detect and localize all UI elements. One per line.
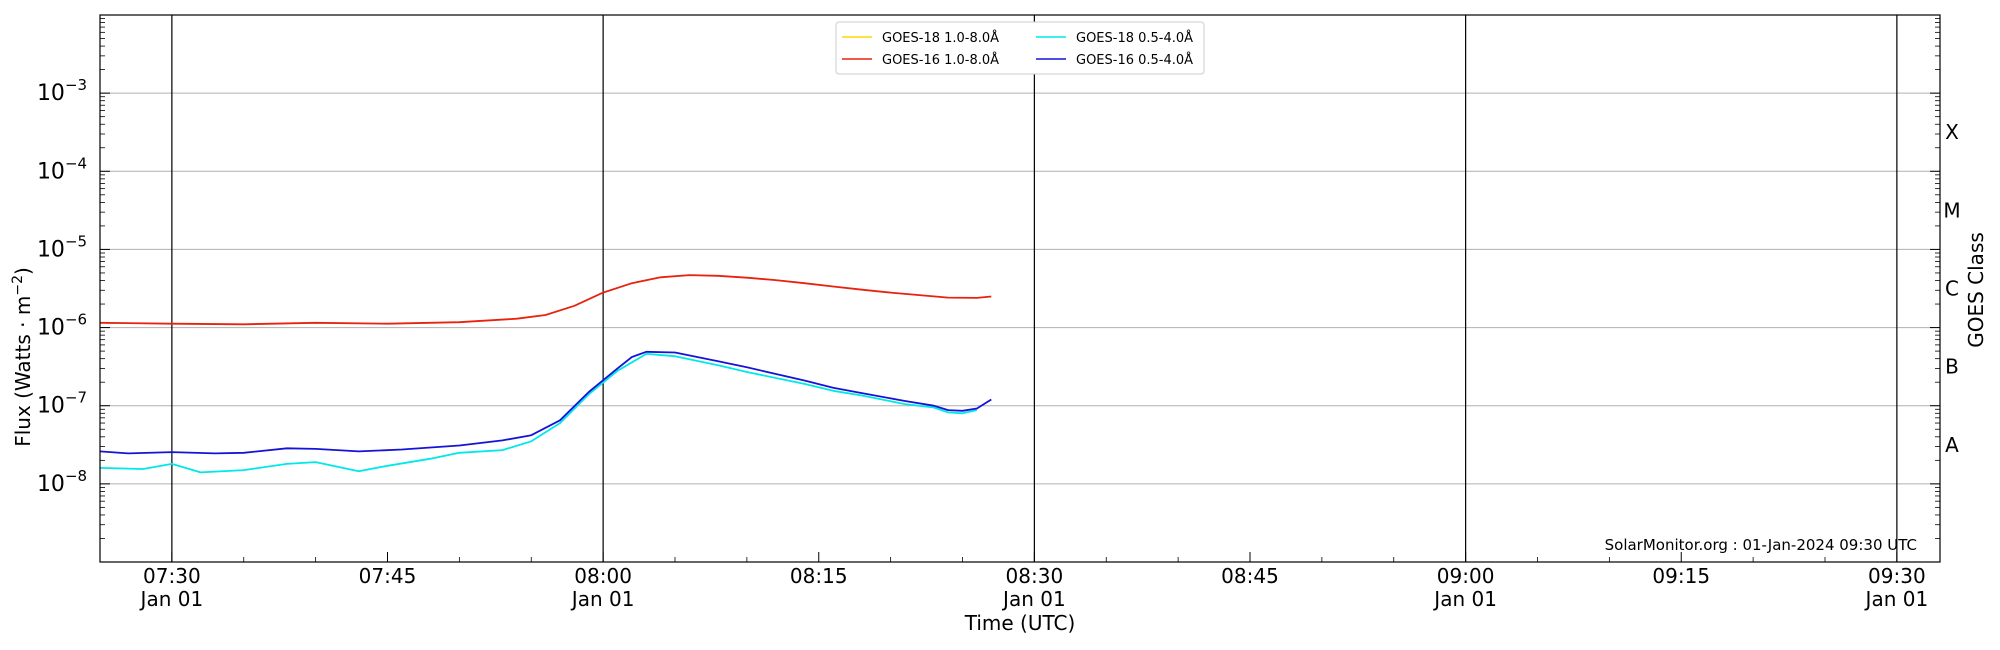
x-tick-date-label: Jan 01: [139, 587, 204, 611]
y-tick-exponent: −7: [65, 389, 87, 407]
y-tick-label: 10−8: [37, 467, 87, 497]
y-tick-exponent: −5: [65, 232, 87, 250]
series-lines: [99, 274, 992, 474]
y-tick-label: 10−5: [37, 232, 87, 262]
y-tick-base: 10: [37, 394, 65, 419]
goes-class-axis-label: GOES Class: [1964, 232, 1988, 348]
y-tick-exponent: −8: [65, 467, 87, 485]
y-tick-label: 10−4: [37, 154, 87, 184]
x-tick-label: 09:15: [1652, 564, 1710, 588]
y-tick-base: 10: [37, 237, 65, 262]
x-tick-label: 09:00: [1437, 564, 1495, 588]
y-tick-label: 10−3: [37, 76, 87, 106]
series-line-3: [99, 350, 992, 455]
legend-label-0: GOES-18 1.0-8.0Å: [882, 30, 999, 46]
x-axis-label: Time (UTC): [964, 611, 1076, 635]
x-tick-label: 08:30: [1006, 564, 1064, 588]
y-tick-exponent: −3: [65, 76, 87, 94]
legend-label-3: GOES-16 0.5-4.0Å: [1076, 52, 1193, 68]
y-axis-label-close: ): [11, 267, 35, 275]
y-tick-base: 10: [37, 159, 65, 184]
x-tick-date-label: Jan 01: [1432, 587, 1497, 611]
x-tick-label: 09:30: [1868, 564, 1926, 588]
x-tick-label: 08:45: [1221, 564, 1279, 588]
y-axis-label-exponent: −2: [10, 275, 26, 296]
y-axis-label-main: Flux (Watts · m: [11, 296, 35, 447]
goes-class-labels: X M C B A: [1943, 120, 1960, 457]
x-tick-label: 08:00: [574, 564, 632, 588]
x-tick-date-label: Jan 01: [570, 587, 635, 611]
x-tick-label: 08:15: [790, 564, 848, 588]
goes-class-b: B: [1945, 355, 1959, 379]
y-tick-label: 10−6: [37, 311, 87, 341]
y-tick-base: 10: [37, 472, 65, 497]
series-line-1: [99, 274, 992, 326]
x-tick-date-label: Jan 01: [1864, 587, 1929, 611]
x-tick-label: 07:45: [359, 564, 417, 588]
goes-class-m: M: [1943, 198, 1960, 222]
solarmonitor-watermark: SolarMonitor.org : 01-Jan-2024 09:30 UTC: [1605, 536, 1917, 554]
y-tick-labels: 10−310−410−510−610−710−8: [37, 76, 87, 497]
grid-lines: [100, 92, 1940, 485]
series-line-2: [99, 353, 978, 474]
y-tick-base: 10: [37, 81, 65, 106]
legend-box: [835, 21, 1205, 75]
y-tick-exponent: −4: [65, 154, 87, 172]
x-tick-label: 07:30: [143, 564, 201, 588]
y-axis-label: Flux (Watts · m−2): [10, 267, 35, 447]
legend-label-2: GOES-18 0.5-4.0Å: [1076, 30, 1193, 46]
y-tick-base: 10: [37, 316, 65, 341]
goes-class-a: A: [1945, 433, 1959, 457]
legend-label-1: GOES-16 1.0-8.0Å: [882, 52, 999, 68]
goes-class-c: C: [1945, 277, 1959, 301]
axis-ticks: [99, 14, 1940, 563]
day-marker-lines: [171, 15, 1898, 562]
goes-class-x: X: [1945, 120, 1959, 144]
x-tick-date-label: Jan 01: [1001, 587, 1066, 611]
y-tick-label: 10−7: [37, 389, 87, 419]
legend: GOES-18 1.0-8.0Å GOES-16 1.0-8.0Å GOES-18 …: [835, 21, 1205, 75]
y-tick-exponent: −6: [65, 311, 87, 329]
plot-frame: [99, 14, 1941, 563]
